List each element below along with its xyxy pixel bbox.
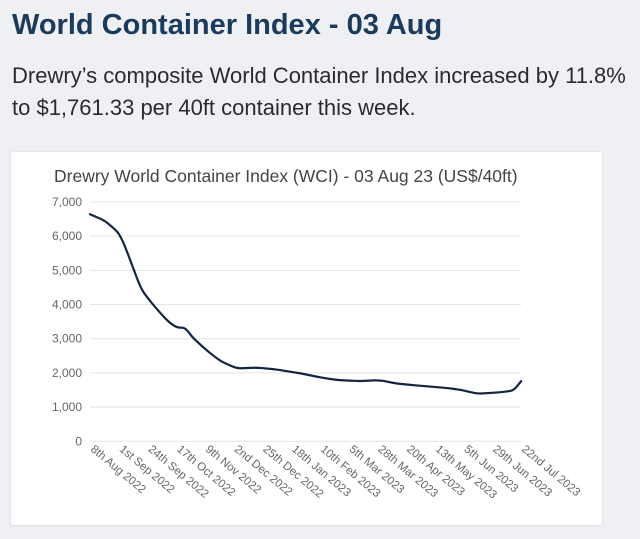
svg-text:4,000: 4,000 [52,298,82,312]
svg-text:3,000: 3,000 [52,332,82,346]
svg-text:7,000: 7,000 [52,195,82,209]
svg-text:1,000: 1,000 [52,400,82,414]
svg-text:6,000: 6,000 [52,229,82,243]
svg-text:5,000: 5,000 [52,263,82,277]
svg-text:2,000: 2,000 [52,366,82,380]
svg-text:0: 0 [75,434,82,448]
